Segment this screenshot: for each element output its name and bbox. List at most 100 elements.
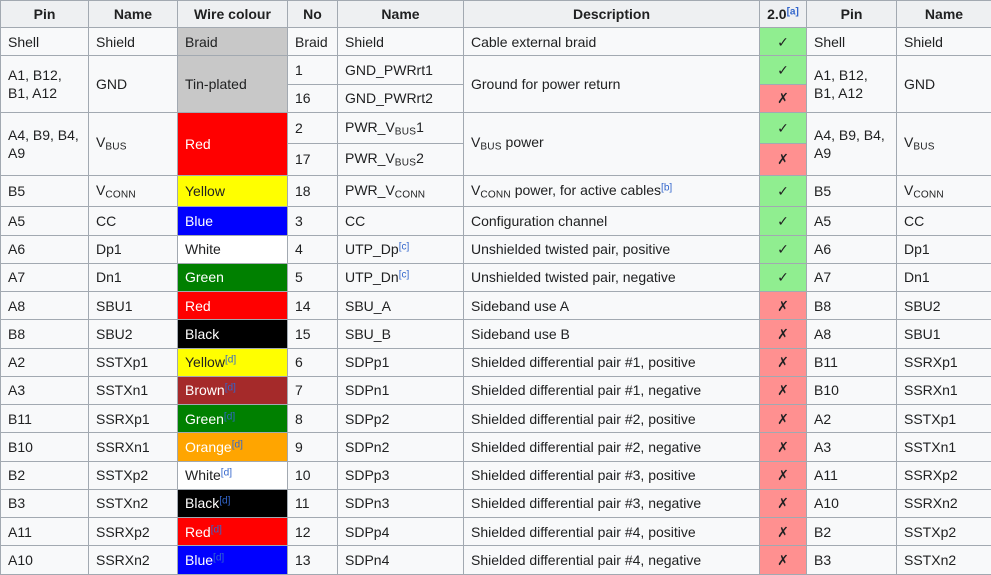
name-text: Dp1	[96, 241, 122, 258]
footnote-d-link[interactable]: [d]	[210, 524, 222, 536]
wire-name-cell: SDPn4	[337, 545, 464, 575]
wire-number-cell: 16	[287, 83, 338, 113]
wire-colour-cell: Blue[d]	[177, 545, 288, 575]
pin-right-cell: A3	[806, 432, 897, 462]
usb2-support-cell: ✓	[759, 174, 807, 208]
pin-left-cell: A8	[0, 291, 89, 321]
wire-name-cell: SBU_A	[337, 291, 464, 321]
footnote-c-link[interactable]: [c]	[398, 241, 410, 253]
description-text: Unshielded twisted pair, negative	[471, 269, 676, 286]
header-row: Pin Name Wire colour No Name Description…	[0, 0, 991, 28]
description-cell: Shielded differential pair #2, negative	[463, 432, 760, 462]
name-right-cell: SSTXn1	[896, 432, 991, 462]
pin-left-cell: A10	[0, 545, 89, 575]
wire-name-cell: SDPp3	[337, 460, 464, 490]
footnote-c-link[interactable]: [c]	[398, 269, 410, 281]
pin-left-cell: A6	[0, 234, 89, 264]
name-left-cell: VCONN	[88, 174, 178, 208]
description-text-post: power	[501, 134, 544, 151]
name-text: SDPn3	[345, 495, 390, 512]
pin-right-cell: B11	[806, 347, 897, 377]
name-text: CC	[904, 212, 925, 229]
name-text: SSRXp2	[904, 467, 958, 484]
name-text-post: 1	[416, 118, 424, 135]
col-header-name-left: Name	[88, 0, 178, 28]
wire-colour-cell: Red	[177, 291, 288, 321]
pin-left-cell: A3	[0, 375, 89, 406]
description-text: Shielded differential pair #4, positive	[471, 523, 696, 540]
wire-colour-label: Brown	[185, 382, 225, 399]
table-row-sdp4-neg: A10 SSRXn2 Blue[d] 13 SDPn4 Shielded dif…	[0, 545, 991, 575]
table-row-vbus-1: A4, B9, B4, A9 VBUS Red 2 PWR_VBUS1 VBUS…	[0, 111, 991, 176]
name-text: SBU_A	[345, 297, 391, 314]
name-right-cell: SSTXp2	[896, 517, 991, 547]
table-row-sdp2-pos: B11 SSRXp1 Green[d] 8 SDPp2 Shielded dif…	[0, 404, 991, 434]
pin-left-cell: A4, B9, B4, A9	[0, 111, 89, 176]
footnote-d-link[interactable]: [d]	[231, 439, 243, 451]
pin-right-cell: A7	[806, 262, 897, 293]
pin-left-cell: B10	[0, 432, 89, 462]
name-left-cell: SBU1	[88, 291, 178, 321]
pin-left-cell: A1, B12, B1, A12	[0, 55, 89, 113]
table-row-sdp3-neg: B3 SSTXn2 Black[d] 11 SDPn3 Shielded dif…	[0, 488, 991, 519]
table-row-dp1: A6 Dp1 White 4 UTP_Dp[c] Unshielded twis…	[0, 234, 991, 264]
pin-right-cell: Shell	[806, 26, 897, 57]
name-left-cell: SSTXn2	[88, 488, 178, 519]
name-text: SBU1	[904, 325, 941, 342]
name-right-cell: SSTXn2	[896, 545, 991, 575]
footnote-d-link[interactable]: [d]	[223, 411, 236, 423]
pin-left-cell: A11	[0, 517, 89, 547]
name-text: SDPp4	[345, 523, 390, 540]
wire-colour-label: Blue	[185, 552, 214, 569]
name-text: SSRXn1	[96, 438, 150, 455]
wire-colour-cell: Tin-plated	[177, 55, 288, 113]
footnote-d-link[interactable]: [d]	[219, 495, 231, 507]
description-cell: Shielded differential pair #3, negative	[463, 488, 760, 519]
description-text: Ground for power return	[471, 75, 621, 92]
footnote-b-link[interactable]: [b]	[661, 182, 673, 194]
name-text: SDPn2	[345, 438, 390, 455]
wire-colour-cell: Red	[177, 111, 288, 176]
usb2-support-cell: ✗	[759, 460, 807, 490]
wire-number-cell: 17	[287, 143, 338, 176]
pin-left-cell: A2	[0, 347, 89, 377]
table-row-vbus-2: 17 PWR_VBUS2 ✗	[1, 143, 991, 176]
pin-left-cell: Shell	[0, 26, 89, 57]
wire-colour-label: Red	[185, 523, 211, 540]
footnote-d-link[interactable]: [d]	[213, 552, 225, 564]
description-text: V	[471, 134, 481, 151]
table-row-sdp3-pos: B2 SSTXp2 White[d] 10 SDPp3 Shielded dif…	[0, 460, 991, 490]
name-text: SSTXn2	[96, 495, 149, 512]
name-subscript: CONN	[105, 189, 136, 201]
col-header-pin-left: Pin	[0, 0, 89, 28]
usb2-support-cell: ✗	[759, 291, 807, 321]
name-right-cell: VBUS	[896, 111, 991, 176]
name-subscript: CONN	[394, 189, 426, 201]
pin-left-cell: B2	[0, 460, 89, 490]
description-cell: Configuration channel	[463, 206, 760, 236]
name-text-post: 2	[416, 150, 424, 167]
pin-left-cell: A7	[0, 262, 89, 293]
name-text: PWR_V	[345, 118, 395, 135]
footnote-d-link[interactable]: [d]	[224, 382, 236, 394]
description-cell: Shielded differential pair #3, positive	[463, 460, 760, 490]
name-text: Dn1	[904, 269, 930, 286]
table-row-sdp4-pos: A11 SSRXp2 Red[d] 12 SDPp4 Shielded diff…	[0, 517, 991, 547]
name-text: Shield	[345, 33, 384, 50]
pin-left-cell: B5	[0, 174, 89, 208]
description-text: Configuration channel	[471, 212, 608, 229]
name-subscript: CONN	[913, 189, 944, 201]
description-cell: Unshielded twisted pair, negative	[463, 262, 760, 293]
description-cell: Cable external braid	[463, 26, 760, 57]
name-text: V	[904, 134, 914, 151]
name-right-cell: SSRXp2	[896, 460, 991, 490]
description-cell: Ground for power return	[463, 55, 760, 113]
col-header-pin-right: Pin	[806, 0, 897, 28]
footnote-d-link[interactable]: [d]	[220, 467, 233, 479]
footnote-a-link[interactable]: [a]	[786, 6, 799, 18]
wire-name-cell: CC	[337, 206, 464, 236]
col-header-description: Description	[463, 0, 760, 28]
footnote-d-link[interactable]: [d]	[224, 354, 237, 366]
name-text: SDPp2	[345, 410, 390, 427]
name-text: SSRXn2	[904, 495, 958, 512]
